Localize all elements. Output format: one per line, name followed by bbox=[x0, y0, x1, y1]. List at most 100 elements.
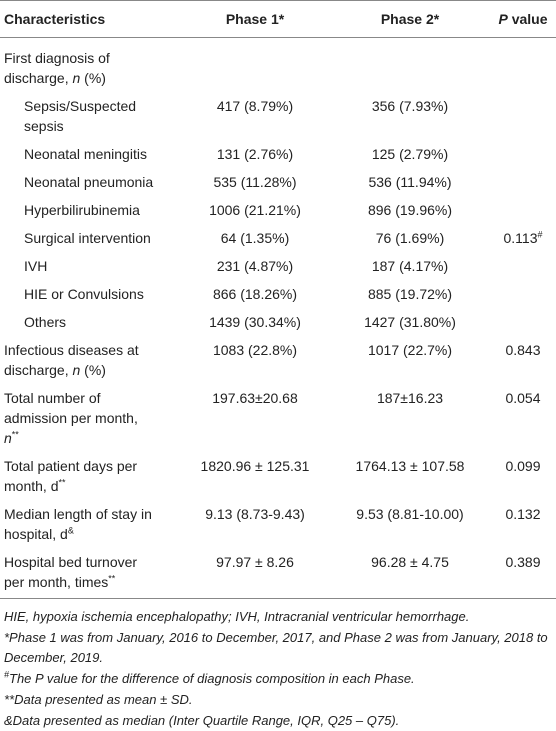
label: Hyperbilirubinemia bbox=[24, 202, 140, 218]
cell: 535 (11.28%) bbox=[213, 174, 297, 190]
footnote-mark: & bbox=[67, 525, 74, 536]
cell: 1439 (30.34%) bbox=[209, 314, 301, 330]
footnote: #The P value for the difference of diagn… bbox=[4, 669, 552, 689]
label: Total patient days per bbox=[4, 458, 138, 474]
label-cell: Hospital bed turnover per month, times** bbox=[0, 548, 180, 599]
cell: 896 (19.96%) bbox=[367, 202, 453, 218]
label: sepsis bbox=[24, 118, 64, 134]
cell: 125 (2.79%) bbox=[371, 146, 449, 162]
footnote-text: The P value for the difference of diagno… bbox=[9, 671, 415, 686]
header-row: Characteristics Phase 1* Phase 2* P valu… bbox=[0, 0, 556, 38]
cell: 64 (1.35%) bbox=[220, 230, 290, 246]
label: Sepsis/Suspected bbox=[24, 98, 137, 114]
cell: 0.054 bbox=[505, 390, 541, 406]
label: First diagnosis of bbox=[4, 50, 110, 66]
cell: 536 (11.94%) bbox=[368, 174, 452, 190]
label-cell: Total patient days per month, d** bbox=[0, 452, 180, 500]
data-table: Characteristics Phase 1* Phase 2* P valu… bbox=[0, 0, 556, 599]
label: Neonatal meningitis bbox=[24, 146, 147, 162]
cell: 1083 (22.8%) bbox=[212, 342, 298, 358]
cell: 9.53 (8.81-10.00) bbox=[356, 506, 464, 522]
label: Hospital bed turnover bbox=[4, 554, 138, 570]
label: IVH bbox=[24, 258, 48, 274]
label: n bbox=[72, 362, 81, 378]
label: (%) bbox=[80, 362, 106, 378]
row: IVH 231 (4.87%) 187 (4.17%) bbox=[0, 252, 556, 280]
footnote: HIE, hypoxia ischemia encephalopathy; IV… bbox=[4, 609, 470, 624]
cell: 187 (4.17%) bbox=[371, 258, 449, 274]
cell: 0.132 bbox=[505, 506, 541, 522]
footnote-mark: ** bbox=[58, 477, 66, 488]
label-cell: Median length of stay in hospital, d& bbox=[0, 500, 180, 548]
label-cell: Total number of admission per month, n** bbox=[0, 384, 180, 452]
cell: 866 (18.26%) bbox=[212, 286, 298, 302]
footnote: *Phase 1 was from January, 2016 to Decem… bbox=[4, 630, 548, 665]
cell: 76 (1.69%) bbox=[375, 230, 445, 246]
row: Surgical intervention 64 (1.35%) 76 (1.69%… bbox=[0, 224, 556, 252]
cell: 9.13 (8.73-9.43) bbox=[205, 506, 305, 522]
cell: 0.099 bbox=[505, 458, 541, 474]
footnote-mark: ** bbox=[11, 429, 19, 440]
label: Neonatal pneumonia bbox=[24, 174, 154, 190]
label-cell: Sepsis/Suspected sepsis bbox=[0, 92, 180, 140]
cell: 131 (2.76%) bbox=[216, 146, 294, 162]
header-cell: Characteristics bbox=[0, 0, 180, 38]
label: n bbox=[72, 70, 81, 86]
label: (%) bbox=[80, 70, 106, 86]
header-cell: Phase 2* bbox=[330, 0, 490, 38]
label: discharge, bbox=[4, 362, 73, 378]
cell: 0.843 bbox=[505, 342, 541, 358]
cell: 1820.96 ± 125.31 bbox=[200, 458, 310, 474]
row: Hyperbilirubinemia 1006 (21.21%) 896 (19.9… bbox=[0, 196, 556, 224]
label: Total number of bbox=[4, 390, 101, 406]
label: admission per month, bbox=[4, 410, 138, 426]
cell: 417 (8.79%) bbox=[216, 98, 294, 114]
label: month, d bbox=[4, 478, 59, 494]
row: Hospital bed turnover per month, times** … bbox=[0, 548, 556, 599]
footnote-mark: # bbox=[4, 669, 10, 680]
label: Surgical intervention bbox=[24, 230, 151, 246]
row: Median length of stay in hospital, d& 9.1… bbox=[0, 500, 556, 548]
label: discharge, bbox=[4, 70, 73, 86]
label: HIE or Convulsions bbox=[24, 286, 144, 302]
row: Total number of admission per month, n** 1… bbox=[0, 384, 556, 452]
row: Neonatal meningitis 131 (2.76%) 125 (2.79%… bbox=[0, 140, 556, 168]
p-value: 0.113 bbox=[503, 230, 538, 246]
row: First diagnosis of discharge, n (%) bbox=[0, 38, 556, 93]
row: Sepsis/Suspected sepsis 417 (8.79%) 356 (… bbox=[0, 92, 556, 140]
footnote-mark: ** bbox=[108, 573, 116, 584]
cell: 231 (4.87%) bbox=[216, 258, 294, 274]
footnote-mark: # bbox=[537, 229, 543, 240]
cell: 1427 (31.80%) bbox=[364, 314, 456, 330]
row: Total patient days per month, d** 1820.96… bbox=[0, 452, 556, 500]
label: n bbox=[4, 430, 12, 446]
header-cell: P value bbox=[490, 0, 556, 38]
cell: 356 (7.93%) bbox=[371, 98, 449, 114]
footnotes: HIE, hypoxia ischemia encephalopathy; IV… bbox=[0, 599, 556, 731]
row: Neonatal pneumonia 535 (11.28%) 536 (11.94… bbox=[0, 168, 556, 196]
label: hospital, d bbox=[4, 526, 68, 542]
label-cell: First diagnosis of discharge, n (%) bbox=[0, 38, 180, 93]
row: HIE or Convulsions 866 (18.26%) 885 (19.72… bbox=[0, 280, 556, 308]
label: Infectious diseases at bbox=[4, 342, 139, 358]
cell: 0.113# bbox=[490, 224, 556, 252]
label: per month, times bbox=[4, 574, 109, 590]
label: Others bbox=[24, 314, 67, 330]
cell: 1006 (21.21%) bbox=[209, 202, 301, 218]
cell: 0.389 bbox=[490, 548, 556, 599]
label: Median length of stay in bbox=[4, 506, 152, 522]
header-text: value bbox=[507, 11, 548, 27]
header-cell: Phase 1* bbox=[180, 0, 330, 38]
footnote: **Data presented as mean ± SD. bbox=[4, 692, 193, 707]
header-text: P bbox=[498, 11, 508, 27]
row: Infectious diseases at discharge, n (%) 1… bbox=[0, 336, 556, 384]
cell: 885 (19.72%) bbox=[367, 286, 453, 302]
label-cell: Infectious diseases at discharge, n (%) bbox=[0, 336, 180, 384]
cell: 97.97 ± 8.26 bbox=[180, 548, 330, 599]
cell: 96.28 ± 4.75 bbox=[330, 548, 490, 599]
cell: 1017 (22.7%) bbox=[367, 342, 453, 358]
footnote: &Data presented as median (Inter Quartil… bbox=[4, 713, 400, 728]
cell: 197.63±20.68 bbox=[212, 390, 298, 406]
cell: 1764.13 ± 107.58 bbox=[355, 458, 465, 474]
